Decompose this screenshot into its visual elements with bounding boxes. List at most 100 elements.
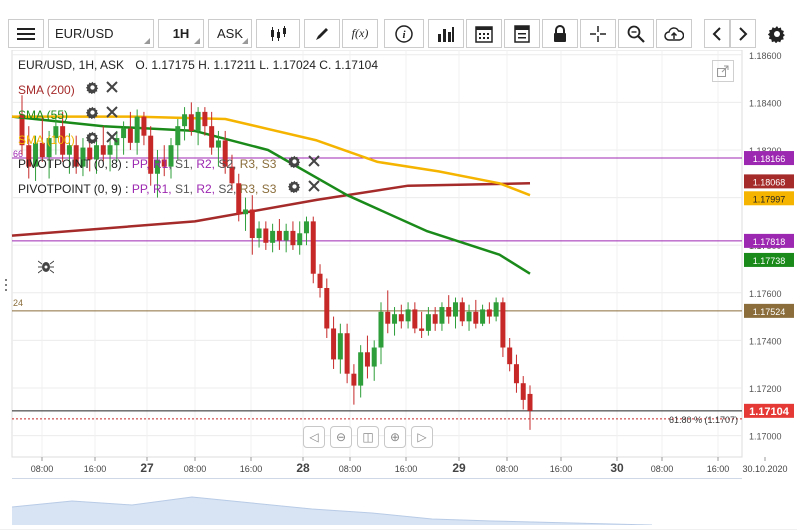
- candle-body: [256, 228, 262, 239]
- menu-button[interactable]: [8, 19, 44, 48]
- cloud-upload-button[interactable]: [656, 19, 692, 48]
- price-tag-text: 1.18166: [753, 154, 786, 164]
- legend-settings-button[interactable]: [85, 106, 99, 122]
- nav-zoom-out-button[interactable]: ⊖: [330, 426, 352, 448]
- nav-zoom-in-button[interactable]: ⊕: [384, 426, 406, 448]
- info-icon: i: [395, 24, 413, 43]
- indicators-button[interactable]: f(x): [342, 19, 378, 48]
- pivot-part: S2,: [218, 182, 240, 196]
- navigator-panel[interactable]: [11, 478, 742, 526]
- legend-remove-button[interactable]: [308, 155, 320, 170]
- candle-body: [33, 142, 39, 167]
- nav-left-button[interactable]: ◁: [303, 426, 325, 448]
- chart-type-button[interactable]: [256, 19, 300, 48]
- crosshair-icon: [590, 25, 606, 42]
- candle-body: [148, 135, 154, 174]
- fullscreen-button[interactable]: [712, 60, 734, 82]
- legend-settings-button[interactable]: [85, 131, 99, 147]
- candle: [513, 354, 519, 393]
- indicator-legend-row[interactable]: SMA (100): [18, 131, 118, 147]
- legend-settings-button[interactable]: [287, 155, 301, 171]
- candle-body: [100, 145, 106, 155]
- x-tick-label: 16:00: [707, 464, 730, 474]
- candle: [459, 297, 465, 327]
- price-tag: 1.17738: [744, 252, 794, 267]
- candle-body: [419, 328, 425, 331]
- scroll-left-button[interactable]: [704, 19, 730, 48]
- candle: [405, 302, 411, 329]
- template-button[interactable]: [504, 19, 540, 48]
- timeframe-label: 1H: [172, 26, 190, 41]
- candle-body: [466, 311, 472, 322]
- candle-body: [73, 145, 79, 167]
- lock-button[interactable]: [542, 19, 578, 48]
- left-drag-handle[interactable]: [4, 278, 8, 292]
- candle: [209, 111, 215, 155]
- candle-body: [317, 273, 323, 289]
- candle: [161, 145, 167, 177]
- legend-remove-button[interactable]: [106, 131, 118, 146]
- info-button[interactable]: i: [384, 19, 424, 48]
- calendar-button[interactable]: [466, 19, 502, 48]
- symbol-selector[interactable]: EUR/USD: [48, 19, 154, 48]
- candle-body: [378, 311, 384, 348]
- bug-icon[interactable]: [37, 258, 55, 279]
- price-tag-bg: [744, 403, 794, 418]
- candle: [500, 297, 506, 358]
- candle: [236, 173, 242, 222]
- candle: [486, 302, 492, 324]
- candle: [480, 304, 486, 327]
- cloud-upload-icon: [664, 26, 684, 41]
- price-tag-text: 1.17738: [753, 256, 786, 266]
- price-tag-bg: [744, 174, 794, 189]
- candle: [297, 221, 303, 255]
- candle-body: [412, 309, 418, 329]
- candle-body: [168, 145, 174, 167]
- pivot-side-label: 66: [13, 149, 23, 159]
- candle-body: [385, 311, 391, 324]
- y-tick-label: 1.17600: [749, 289, 782, 299]
- candle: [520, 376, 526, 410]
- candle: [188, 102, 194, 136]
- pivot-legend-row[interactable]: PIVOTPOINT (0, 9) : PP, R1, S1, R2, S2, …: [18, 180, 320, 196]
- price-type-label: ASK: [216, 26, 243, 41]
- nav-right-button[interactable]: ▷: [411, 426, 433, 448]
- lock-icon: [554, 24, 566, 42]
- y-tick-label: 1.17400: [749, 336, 782, 346]
- symbol-info: EUR/USD, 1H, ASK: [18, 58, 125, 72]
- candle: [419, 311, 425, 338]
- scroll-right-button[interactable]: [730, 19, 756, 48]
- legend-settings-button[interactable]: [85, 81, 99, 97]
- draw-tool-button[interactable]: [304, 19, 340, 48]
- price-tag: 1.17818: [744, 233, 794, 248]
- candle-body: [303, 221, 309, 234]
- candle: [215, 130, 221, 167]
- hamburger-icon: [17, 27, 35, 40]
- pivot-part: S1,: [174, 157, 197, 171]
- indicator-legend-row[interactable]: SMA (55): [18, 106, 118, 122]
- price-tag-bg: [744, 303, 794, 318]
- candle-body: [209, 126, 215, 148]
- legend-remove-button[interactable]: [106, 81, 118, 96]
- pivot-legend-row[interactable]: PIVOTPOINT (0, 8) : PP, R1, S1, R2, S2, …: [18, 155, 320, 171]
- legend-remove-button[interactable]: [106, 106, 118, 121]
- indicator-legend-row[interactable]: SMA (200): [18, 81, 118, 97]
- sma-line: [11, 115, 531, 275]
- price-type-selector[interactable]: ASK: [208, 19, 252, 48]
- candle: [127, 111, 133, 150]
- candle: [385, 290, 391, 334]
- zoom-button[interactable]: [618, 19, 654, 48]
- dropdown-corner-icon: [144, 38, 150, 44]
- x-tick-label: 08:00: [651, 464, 674, 474]
- candle-body: [188, 114, 194, 131]
- chart-area[interactable]: 61.80 % (1.1707) 66 24 1.18600 1.18400 1.182…: [0, 50, 797, 529]
- legend-remove-button[interactable]: [308, 180, 320, 195]
- volume-button[interactable]: [428, 19, 464, 48]
- nav-reset-button[interactable]: ◫: [357, 426, 379, 448]
- price-chart[interactable]: 61.80 % (1.1707) 66 24 1.18600 1.18400 1.182…: [0, 50, 797, 529]
- legend-settings-button[interactable]: [287, 180, 301, 196]
- settings-button[interactable]: [762, 19, 792, 48]
- timeframe-selector[interactable]: 1H: [158, 19, 204, 48]
- crosshair-button[interactable]: [580, 19, 616, 48]
- candle: [310, 216, 316, 284]
